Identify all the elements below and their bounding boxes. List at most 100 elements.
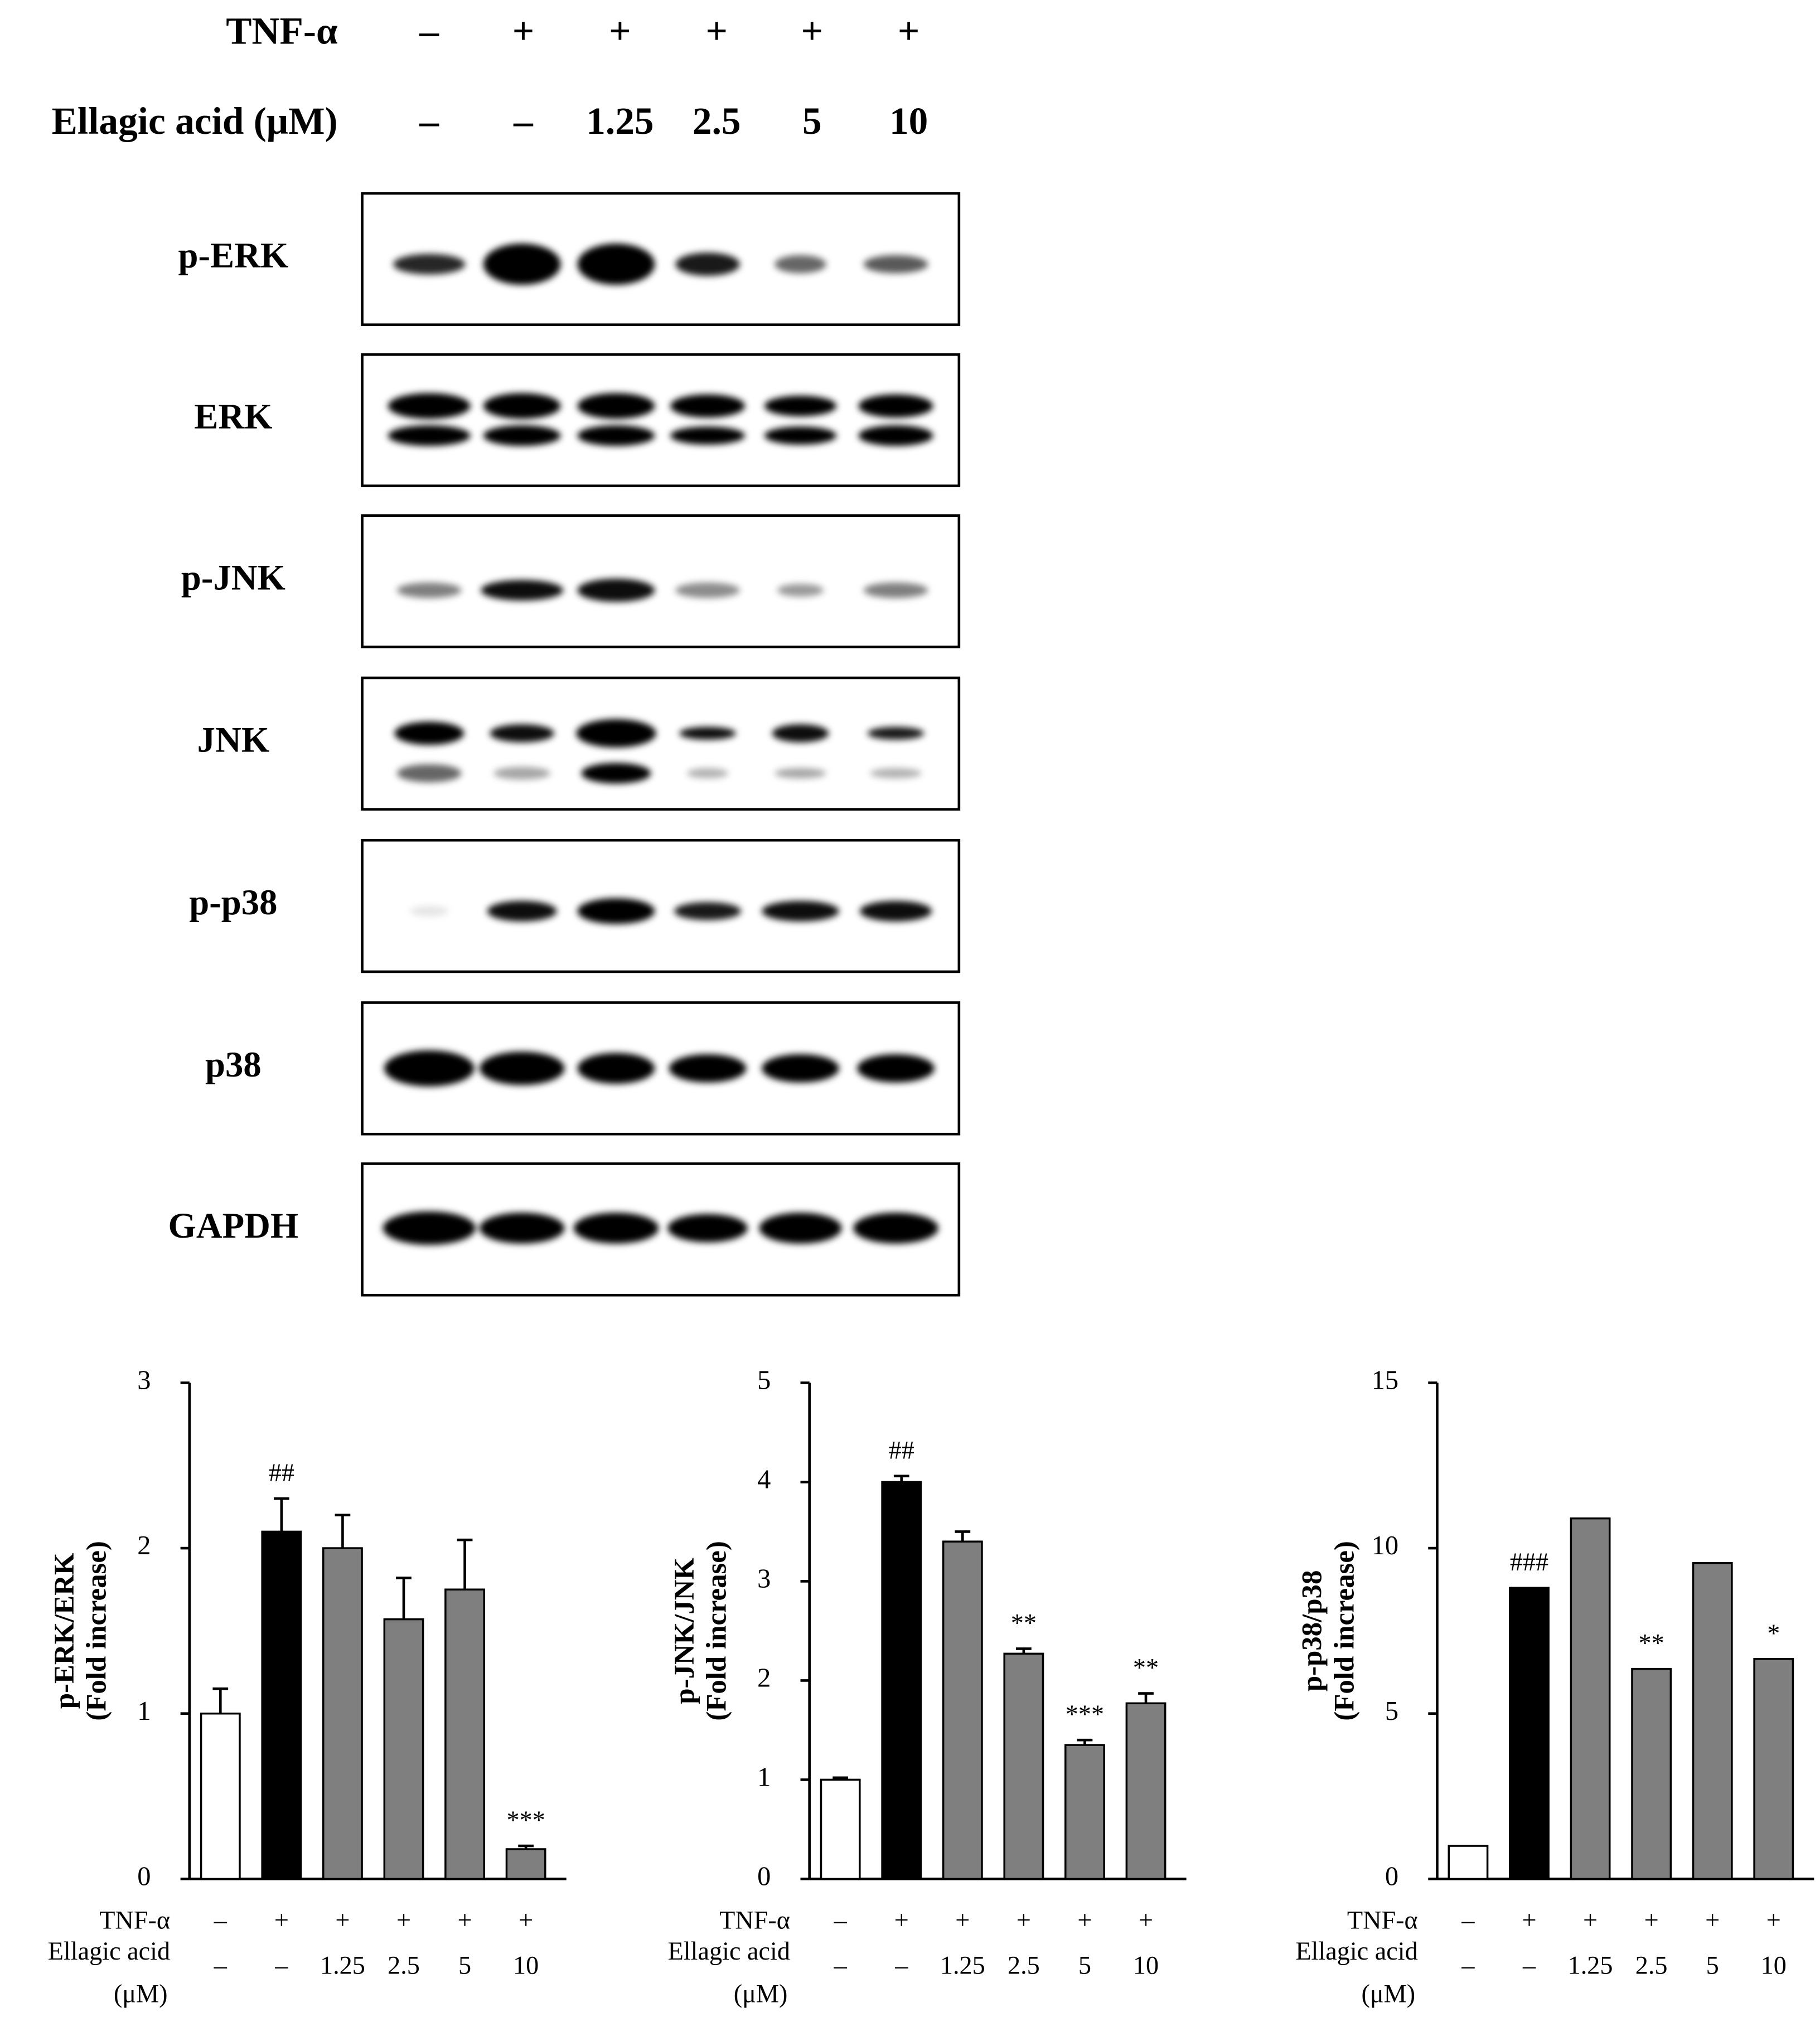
error-bar (955, 1530, 971, 1542)
bar (444, 1588, 485, 1880)
band (670, 394, 746, 418)
band (576, 719, 656, 748)
bar (1448, 1845, 1489, 1880)
band (394, 721, 464, 745)
condition-value: – (513, 99, 534, 142)
y-tick-label: 10 (1372, 1531, 1399, 1560)
band (775, 255, 826, 274)
y-tick-label: 15 (1372, 1366, 1399, 1395)
condition-value: 2.5 (1008, 1951, 1040, 1979)
error-bar (273, 1497, 289, 1532)
condition-value: 10 (1133, 1951, 1159, 1979)
condition-value: + (898, 9, 920, 52)
blot-panel (361, 353, 961, 487)
bar (1003, 1652, 1044, 1880)
condition-value: + (1017, 1906, 1031, 1934)
condition-value: + (1766, 1906, 1781, 1934)
blot-bands (396, 578, 928, 602)
condition-value: 5 (1078, 1951, 1091, 1979)
bar (1692, 1562, 1733, 1880)
band (481, 580, 564, 601)
condition-value: + (1139, 1906, 1153, 1934)
band (577, 1053, 655, 1084)
y-tick-label: 3 (137, 1366, 151, 1395)
band (863, 255, 928, 274)
band (675, 253, 740, 276)
condition-label: TNF-α (1347, 1906, 1418, 1934)
condition-value: 2.5 (1635, 1951, 1668, 1979)
blot-panel (361, 192, 961, 326)
band (670, 426, 746, 445)
bar (1631, 1667, 1672, 1880)
condition-value: 10 (513, 1951, 539, 1979)
bar (942, 1540, 983, 1880)
band (487, 900, 557, 922)
condition-value: 1.25 (586, 99, 654, 142)
condition-value: 5 (1706, 1951, 1719, 1979)
band (577, 898, 655, 924)
band (384, 1050, 475, 1087)
significance-label: *** (506, 1806, 545, 1834)
panel-label: p-ERK (178, 235, 289, 275)
panel-label: p-p38 (189, 882, 277, 922)
condition-value: – (1461, 1906, 1475, 1934)
band (669, 1054, 747, 1083)
blot-panel (361, 514, 961, 648)
band (687, 768, 729, 779)
band (577, 393, 655, 419)
y-tick-label: 5 (1385, 1696, 1398, 1726)
y-axis-label: (Fold increase) (81, 1541, 112, 1720)
condition-value: – (274, 1951, 288, 1979)
blot-panel (361, 838, 961, 973)
blot-bands (394, 719, 924, 784)
condition-value: + (1583, 1906, 1598, 1934)
panel-label: GAPDH (168, 1205, 299, 1245)
condition-value: 1.25 (940, 1951, 985, 1979)
significance-label: ** (1133, 1654, 1159, 1682)
band (858, 425, 933, 446)
condition-value: 1.25 (320, 1951, 365, 1979)
condition-label: TNF-α (226, 9, 337, 52)
condition-label: (μM) (734, 1979, 788, 2008)
band (396, 582, 462, 598)
blot-panel (361, 676, 961, 811)
bar (261, 1530, 302, 1880)
condition-value: – (894, 1951, 908, 1979)
band (775, 768, 826, 779)
condition-value: + (706, 9, 728, 52)
condition-value: 5 (458, 1951, 471, 1979)
y-tick-label: 0 (1385, 1862, 1398, 1892)
band (764, 395, 837, 416)
band (675, 582, 740, 598)
bar (1064, 1744, 1105, 1880)
y-tick-label: 0 (757, 1862, 771, 1892)
blot-bands (388, 393, 933, 446)
condition-value: + (609, 9, 631, 52)
condition-label: (μM) (114, 1979, 168, 2008)
band (857, 1054, 935, 1083)
band (762, 900, 839, 922)
panel-label: p38 (205, 1044, 262, 1084)
condition-label: (μM) (1361, 1979, 1415, 2008)
condition-value: – (214, 1951, 228, 1979)
panel-label: ERK (194, 396, 272, 436)
condition-value: + (1705, 1906, 1720, 1934)
y-tick-label: 1 (757, 1763, 771, 1792)
condition-value: – (1461, 1951, 1475, 1979)
condition-value: + (512, 9, 535, 52)
y-axis-label: p-ERK/ERK (49, 1553, 80, 1709)
blot-bands (383, 1211, 938, 1245)
significance-label: ## (889, 1436, 914, 1465)
y-axis-label: p-p38/p38 (1296, 1570, 1328, 1692)
condition-label: TNF-α (719, 1906, 790, 1934)
y-axis-label: (Fold increase) (701, 1541, 732, 1720)
error-bar (893, 1475, 909, 1482)
significance-label: ### (1510, 1548, 1548, 1576)
condition-value: + (458, 1906, 472, 1934)
condition-value: 2.5 (388, 1951, 420, 1979)
bar (322, 1547, 363, 1880)
bar (1753, 1658, 1794, 1880)
significance-label: *** (1066, 1700, 1104, 1728)
condition-value: – (214, 1906, 228, 1934)
y-tick-label: 2 (137, 1531, 151, 1560)
